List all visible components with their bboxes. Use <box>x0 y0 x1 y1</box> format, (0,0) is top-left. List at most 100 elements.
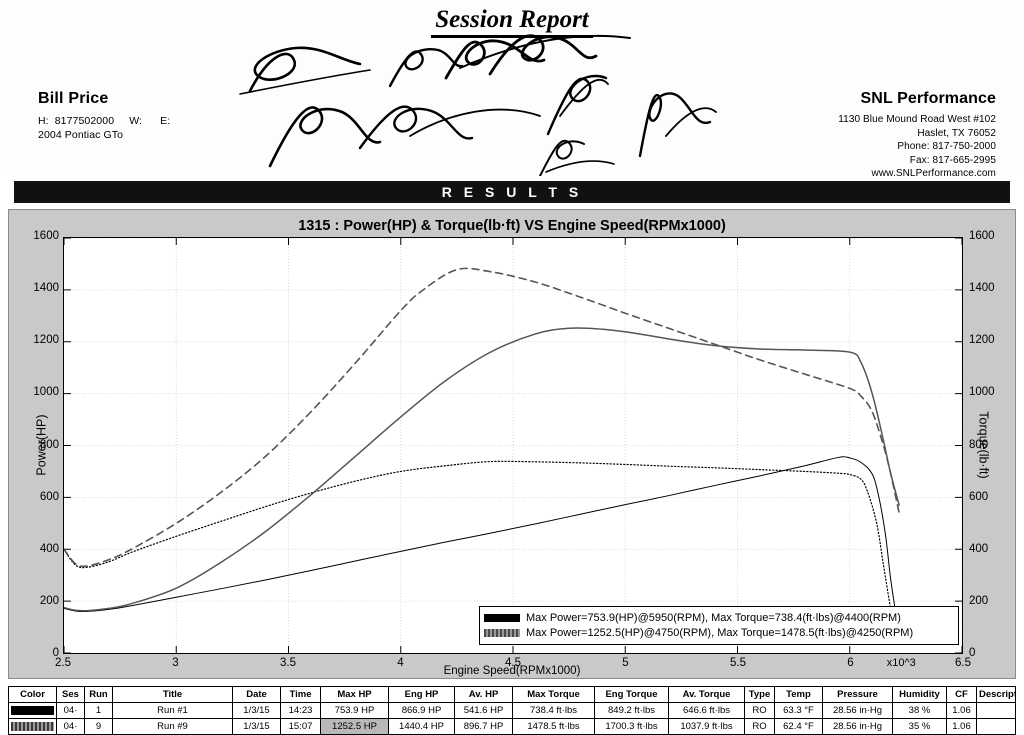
table-cell-time: 14:23 <box>280 702 321 719</box>
table-cell-max-torque: 1478.5 ft·lbs <box>512 718 595 735</box>
table-row[interactable]: 04· 1 Run #1 1/3/15 14:23 753.9 HP 866.9 HP 541… <box>8 702 1016 719</box>
series-line-run9-power <box>64 327 900 612</box>
table-header-cell: Eng Torque <box>594 686 669 703</box>
table-header-cell: Max Torque <box>512 686 595 703</box>
table-header-cell: Eng HP <box>388 686 455 703</box>
table-cell-title: Run #9 <box>112 718 233 735</box>
y-axis-tick-label: 1600 <box>969 230 995 242</box>
y-axis-tick-label: 1000 <box>33 386 59 399</box>
series-line-run9-torque <box>64 267 900 568</box>
table-cell-date: 1/3/15 <box>232 718 281 735</box>
legend-row: Max Power=1252.5(HP)@4750(RPM), Max Torq… <box>484 625 954 640</box>
legend-row: Max Power=753.9(HP)@5950(RPM), Max Torqu… <box>484 610 954 625</box>
customer-contact: H: 8177502000 W: E: <box>38 115 171 127</box>
table-header-cell: Max HP <box>320 686 389 703</box>
table-cell-time: 15:07 <box>280 718 321 735</box>
table-cell-humidity: 35 % <box>892 718 947 735</box>
customer-vehicle: 2004 Pontiac GTo <box>38 129 124 141</box>
table-cell-pressure: 28.56 in·Hg <box>822 702 893 719</box>
run-color-swatch-cell <box>8 718 57 735</box>
table-cell-ses: 04· <box>56 702 85 719</box>
x-axis-tick-label: 6 <box>847 657 854 669</box>
table-cell-cf: 1.06 <box>946 718 977 735</box>
y-axis-tick-label: 400 <box>39 542 59 555</box>
table-header-cell: CF <box>946 686 977 703</box>
legend-color-swatch <box>484 613 520 622</box>
results-banner-label: R E S U L T S <box>441 184 583 200</box>
x-axis-title: Engine Speed(RPMx1000) <box>443 665 581 677</box>
company-name: SNL Performance <box>860 90 996 107</box>
table-cell-description <box>976 702 1016 719</box>
table-header-cell: Color <box>8 686 57 703</box>
company-phone: Phone: 817-750-2000 <box>897 141 996 152</box>
y-axis-tick-label: 600 <box>969 490 989 503</box>
x-axis-tick-label: 5.5 <box>730 657 746 669</box>
company-address: 1130 Blue Mound Road West #102 <box>838 114 996 125</box>
table-cell-eng-torque: 1700.3 ft·lbs <box>594 718 669 735</box>
table-header-cell: Type <box>744 686 775 703</box>
y-axis-tick-label: 600 <box>39 490 59 503</box>
chart-legend: Max Power=753.9(HP)@5950(RPM), Max Torqu… <box>479 606 959 645</box>
table-header-cell: Run <box>84 686 113 703</box>
table-header-cell: Av. HP <box>454 686 513 703</box>
customer-name: Bill Price <box>38 90 109 107</box>
company-fax: Fax: 817-665-2995 <box>909 154 996 166</box>
y-axis-tick-label: 400 <box>969 542 989 555</box>
chart-title: 1315 : Power(HP) & Torque(lb·ft) VS Engi… <box>298 218 726 234</box>
x-axis-tick-label: 6.5 <box>955 657 971 669</box>
results-table: Color Ses Run Title Date Time Max HP Eng HP Av. … <box>8 686 1016 735</box>
x-axis-tick-label: 3 <box>172 657 179 669</box>
company-website: www.SNLPerformance.com <box>871 168 996 179</box>
table-body: 04· 1 Run #1 1/3/15 14:23 753.9 HP 866.9 HP 541… <box>8 702 1016 735</box>
x-axis-exponent-label: x10^3 <box>886 657 916 669</box>
table-cell-type: RO <box>744 702 775 719</box>
table-cell-eng-torque: 849.2 ft·lbs <box>594 702 669 719</box>
table-cell-ses: 04· <box>56 718 85 735</box>
table-cell-cf: 1.06 <box>946 702 977 719</box>
table-header-cell: Ses <box>56 686 85 703</box>
company-info: SNL Performance 1130 Blue Mound Road Wes… <box>838 90 996 179</box>
run-color-swatch <box>11 706 54 715</box>
x-axis-tick-label: 5 <box>622 657 629 669</box>
plot-area <box>63 237 963 654</box>
table-cell-run: 1 <box>84 702 113 719</box>
table-cell-eng-hp: 866.9 HP <box>388 702 455 719</box>
table-cell-av-torque: 646.6 ft·lbs <box>668 702 745 719</box>
y-axis-tick-label: 1400 <box>969 282 995 295</box>
table-row[interactable]: 04· 9 Run #9 1/3/15 15:07 1252.5 HP 1440.4 HP 8… <box>8 718 1016 735</box>
table-cell-title: Run #1 <box>112 702 233 719</box>
table-cell-type: RO <box>744 718 775 735</box>
chart-panel: 1315 : Power(HP) & Torque(lb·ft) VS Engi… <box>8 209 1016 679</box>
table-cell-pressure: 28.56 in·Hg <box>822 718 893 735</box>
run-color-swatch <box>11 722 54 731</box>
table-cell-eng-hp: 1440.4 HP <box>388 718 455 735</box>
x-axis-tick-label: 3.5 <box>280 657 296 669</box>
results-table-wrap: Color Ses Run Title Date Time Max HP Eng HP Av. … <box>8 686 1016 735</box>
table-cell-max-hp: 753.9 HP <box>320 702 389 719</box>
table-cell-temp: 63.3 °F <box>774 702 823 719</box>
y-axis-tick-label: 800 <box>969 438 989 451</box>
table-header-cell: Description <box>976 686 1016 703</box>
report-header: Session Report Bil <box>0 0 1024 179</box>
table-header-cell: Humidity <box>892 686 947 703</box>
series-line-run1-power <box>64 456 896 613</box>
company-city: Haslet, TX 76052 <box>917 127 996 139</box>
customer-info: Bill Price H: 8177502000 W: E: 2004 Pont… <box>38 90 170 141</box>
y-axis-tick-label: 0 <box>52 647 59 659</box>
y-axis-tick-label: 1400 <box>33 282 59 295</box>
page-title-text: Session Report <box>431 6 593 38</box>
table-cell-temp: 62.4 °F <box>774 718 823 735</box>
x-axis-tick-label: 2.5 <box>55 657 71 669</box>
x-axis-tick-label: 4 <box>397 657 404 669</box>
y-axis-tick-label: 800 <box>39 438 59 451</box>
table-cell-description <box>976 718 1016 735</box>
table-cell-run: 9 <box>84 718 113 735</box>
y-axis-tick-label: 1200 <box>969 334 995 347</box>
y-axis-tick-label: 200 <box>969 594 989 607</box>
results-banner: R E S U L T S <box>14 181 1010 203</box>
table-cell-max-hp: 1252.5 HP <box>320 718 389 735</box>
table-cell-date: 1/3/15 <box>232 702 281 719</box>
table-header-cell: Av. Torque <box>668 686 745 703</box>
series-line-run1-torque <box>64 460 891 607</box>
